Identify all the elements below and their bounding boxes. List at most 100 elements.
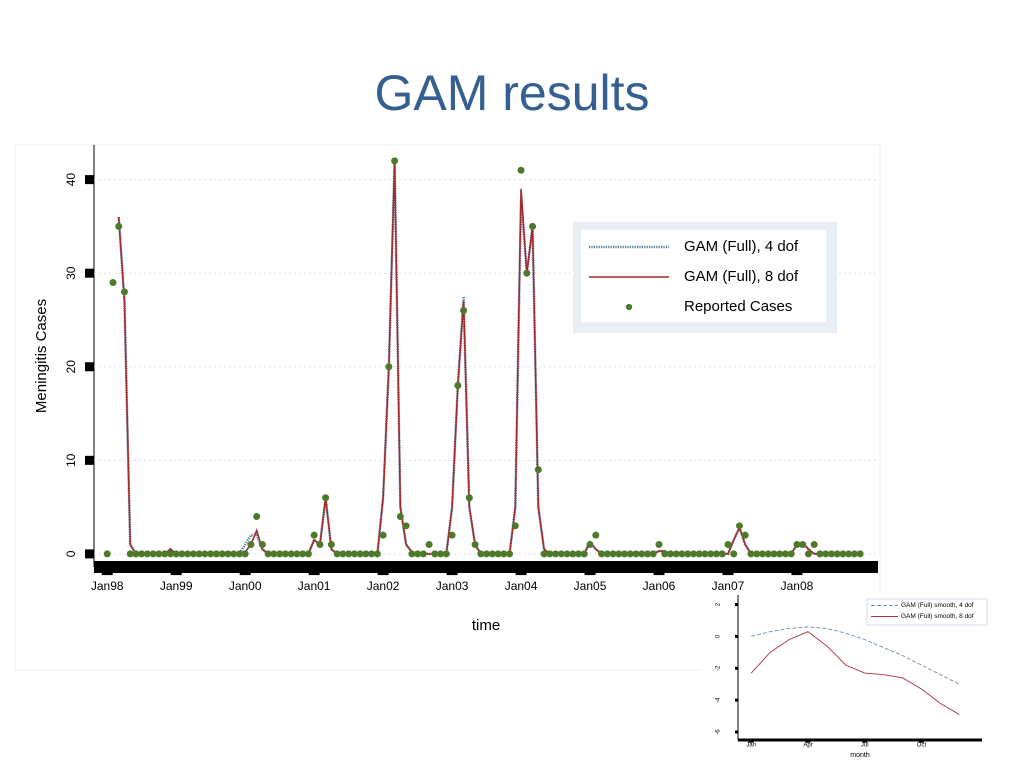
data-point — [816, 550, 824, 558]
x-tick-label: Jan03 — [436, 579, 469, 593]
data-point — [419, 550, 427, 558]
x-axis — [94, 561, 878, 573]
data-point — [781, 550, 789, 558]
data-point — [712, 550, 720, 558]
data-point — [362, 550, 370, 558]
x-tick-label: Jan — [746, 743, 756, 749]
data-point — [189, 550, 197, 558]
y-tick — [85, 362, 94, 372]
data-point — [839, 550, 847, 558]
data-point — [718, 550, 726, 558]
x-tick — [918, 740, 924, 743]
data-point — [529, 222, 537, 230]
data-point — [379, 531, 387, 539]
data-point — [661, 550, 669, 558]
y-tick-label: 20 — [64, 360, 78, 374]
data-point — [822, 550, 830, 558]
data-point — [598, 550, 606, 558]
data-point — [833, 550, 841, 558]
x-tick-label: Jan99 — [160, 579, 193, 593]
data-point — [500, 550, 508, 558]
x-tick-label: Jan98 — [91, 579, 124, 593]
legend-box — [868, 600, 986, 624]
series-line — [751, 626, 960, 685]
data-point — [276, 550, 284, 558]
data-point — [454, 381, 462, 389]
data-point — [494, 550, 502, 558]
data-point — [506, 550, 514, 558]
data-point — [787, 550, 795, 558]
data-point — [540, 550, 548, 558]
data-point — [293, 550, 301, 558]
data-point — [575, 550, 583, 558]
y-tick — [85, 268, 94, 278]
data-point — [230, 550, 238, 558]
data-point — [155, 550, 163, 558]
data-point — [184, 550, 192, 558]
data-point — [333, 550, 341, 558]
data-point — [437, 550, 445, 558]
data-point — [689, 550, 697, 558]
data-point — [172, 550, 180, 558]
data-point — [827, 550, 835, 558]
data-point — [299, 550, 307, 558]
y-tick — [735, 730, 738, 734]
x-axis-label: time — [472, 617, 500, 634]
data-point — [523, 269, 531, 277]
data-point — [356, 550, 364, 558]
data-point — [425, 541, 433, 549]
data-point — [649, 550, 657, 558]
data-point — [310, 531, 318, 539]
legend-label: GAM (Full) smooth, 4 dof — [901, 602, 974, 609]
data-point — [241, 550, 249, 558]
data-point — [793, 541, 801, 549]
y-tick — [735, 698, 738, 702]
slide-title: GAM results — [374, 65, 649, 121]
y-tick-label: -2 — [716, 665, 722, 671]
data-point — [138, 550, 146, 558]
x-tick-label: Jan07 — [712, 579, 745, 593]
data-point — [281, 550, 289, 558]
data-point — [235, 550, 243, 558]
x-tick — [308, 567, 320, 576]
y-tick-label: 2 — [716, 602, 722, 606]
data-point — [632, 550, 640, 558]
data-point — [586, 541, 594, 549]
data-point — [753, 550, 761, 558]
data-point — [115, 222, 123, 230]
y-axis-label: Meningitis Cases — [33, 299, 50, 413]
y-tick-label: 30 — [64, 266, 78, 280]
data-point — [195, 550, 203, 558]
x-tick — [377, 567, 389, 576]
data-point — [621, 550, 629, 558]
data-point — [103, 550, 111, 558]
data-point — [224, 550, 232, 558]
data-point — [120, 288, 128, 296]
data-point — [546, 550, 554, 558]
x-tick-label: Jan05 — [574, 579, 607, 593]
data-point — [247, 541, 255, 549]
x-tick — [170, 567, 182, 576]
data-point — [258, 541, 266, 549]
x-tick — [791, 567, 803, 576]
x-tick — [862, 740, 868, 743]
data-point — [253, 512, 261, 520]
y-tick-label: 0 — [64, 550, 78, 557]
data-point — [316, 541, 324, 549]
data-point — [373, 550, 381, 558]
data-point — [615, 550, 623, 558]
y-tick-label: -6 — [716, 729, 722, 735]
legend-label: Reported Cases — [684, 298, 792, 315]
x-tick — [515, 567, 527, 576]
x-tick-label: Jan01 — [298, 579, 331, 593]
data-point — [477, 550, 485, 558]
x-tick — [653, 567, 665, 576]
data-point — [758, 550, 766, 558]
data-point — [695, 550, 703, 558]
data-point — [431, 550, 439, 558]
data-point — [724, 541, 732, 549]
data-point — [730, 550, 738, 558]
data-point — [161, 550, 169, 558]
legend-label: GAM (Full), 4 dof — [684, 238, 799, 255]
